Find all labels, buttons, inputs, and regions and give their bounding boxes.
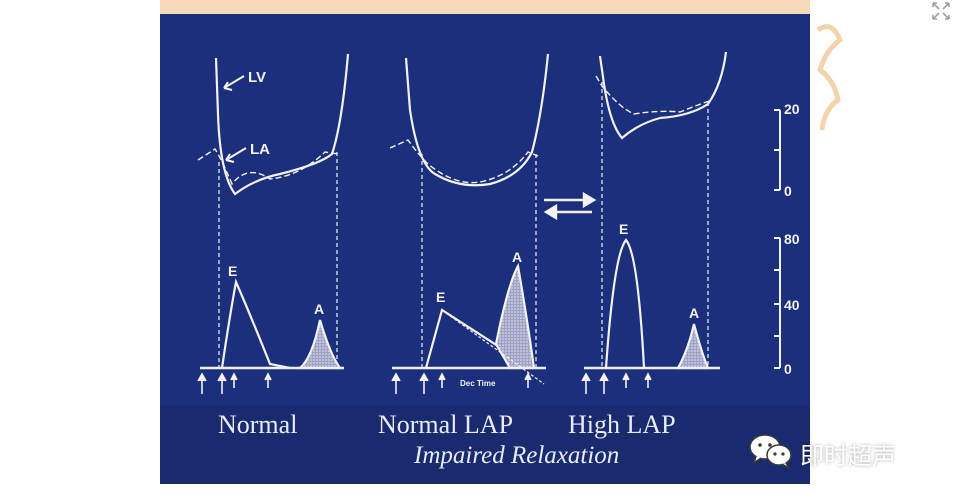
panel-normal-lap xyxy=(389,53,550,385)
velocity-tick-80: 80 xyxy=(784,231,800,247)
panel-normal xyxy=(197,53,350,370)
a-wave-high-lap xyxy=(676,323,710,370)
dec-time-line xyxy=(441,309,545,385)
a-wave-normal-lap xyxy=(494,262,536,370)
velocity-scale xyxy=(774,237,781,369)
pressure-scale xyxy=(774,109,781,191)
velocity-tick-40: 40 xyxy=(784,297,800,313)
diagram-svg: LV LA E A E A Dec Time xyxy=(197,51,800,394)
label-e-normal-lap: E xyxy=(436,289,445,305)
side-watermark xyxy=(816,24,844,131)
transition-arrows xyxy=(543,191,597,221)
caption-band xyxy=(160,406,810,484)
doppler-diagram: LV LA E A E A Dec Time xyxy=(160,14,810,484)
la-curve-normal-lap xyxy=(389,139,539,184)
caption-normal-lap: Normal LAP xyxy=(378,410,514,439)
pressure-tick-0: 0 xyxy=(784,183,792,199)
lv-curve-high-lap xyxy=(598,51,728,140)
arrow-lv xyxy=(223,75,245,91)
caption-normal: Normal xyxy=(218,410,298,439)
label-la: LA xyxy=(250,141,270,158)
wechat-brand-text: 即时超声 xyxy=(800,442,896,470)
wechat-icon xyxy=(749,434,792,470)
e-wave-high-lap xyxy=(604,238,646,369)
pressure-tick-20: 20 xyxy=(784,101,800,117)
label-lv: LV xyxy=(248,69,266,86)
e-wave-normal xyxy=(220,278,291,370)
expand-icon[interactable] xyxy=(930,0,952,22)
a-wave-normal xyxy=(296,319,343,370)
label-a-normal-lap: A xyxy=(512,249,522,265)
lv-curve-normal xyxy=(214,53,350,196)
panel-high-lap xyxy=(584,51,728,370)
label-a-high-lap: A xyxy=(689,305,699,321)
velocity-tick-0: 0 xyxy=(784,361,792,377)
la-curve-high-lap xyxy=(595,75,713,115)
arrow-la xyxy=(225,147,247,163)
caption-high-lap: High LAP xyxy=(568,410,676,439)
label-e-normal: E xyxy=(228,263,237,279)
label-e-high-lap: E xyxy=(619,221,628,237)
timing-arrows xyxy=(197,372,652,394)
label-dec-time: Dec Time xyxy=(460,379,496,388)
la-curve-normal xyxy=(197,148,339,186)
lv-curve-normal-lap xyxy=(404,53,550,187)
label-a-normal: A xyxy=(314,301,324,317)
wechat-watermark: 即时超声 xyxy=(748,432,948,472)
top-watermark-strip xyxy=(160,0,810,14)
caption-impaired-relaxation: Impaired Relaxation xyxy=(414,442,620,469)
